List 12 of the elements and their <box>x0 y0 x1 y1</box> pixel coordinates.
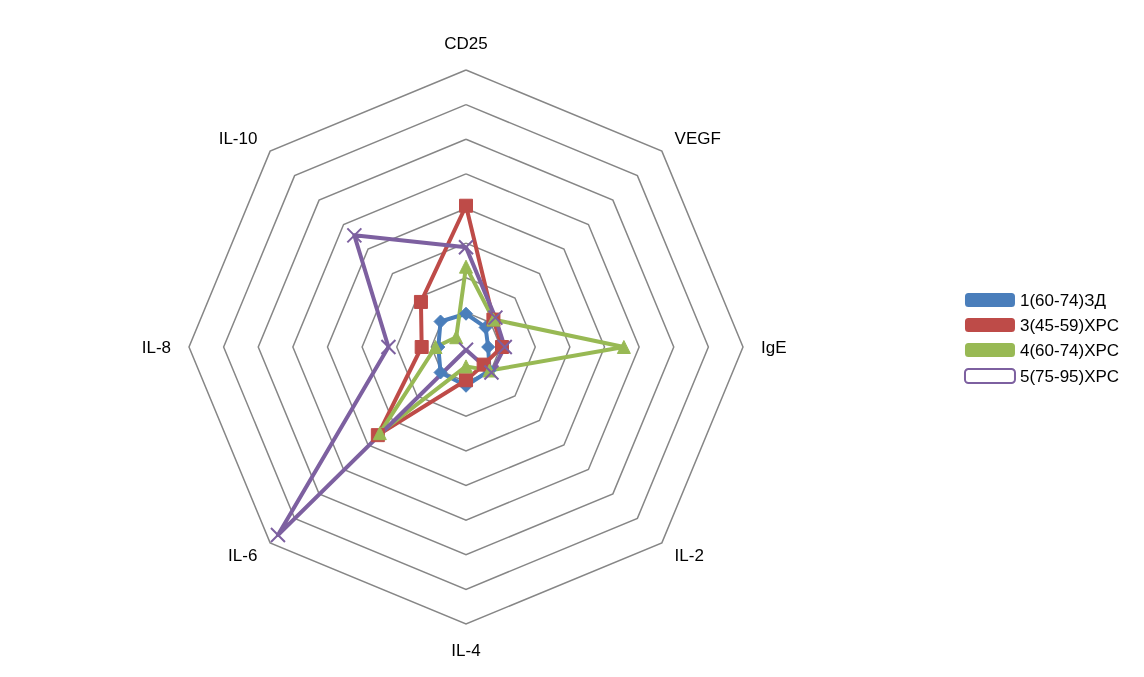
spoke-label: IL-8 <box>141 337 171 357</box>
legend-label: 5(75-95)ХРС <box>1019 366 1120 386</box>
legend-label: 3(45-59)ХРС <box>1019 315 1120 335</box>
spoke-label: IL-4 <box>451 641 481 660</box>
legend-label: 1(60-74)ЗД <box>1019 290 1107 310</box>
spoke-label: IL-10 <box>218 128 258 148</box>
spoke-label: IL-6 <box>228 546 258 566</box>
spoke-label: IgE <box>761 337 787 357</box>
spoke-label: CD25 <box>444 34 488 53</box>
spoke-label: VEGF <box>674 128 721 148</box>
spoke-label: IL-2 <box>674 546 704 566</box>
legend-label: 4(60-74)ХРС <box>1019 340 1120 360</box>
